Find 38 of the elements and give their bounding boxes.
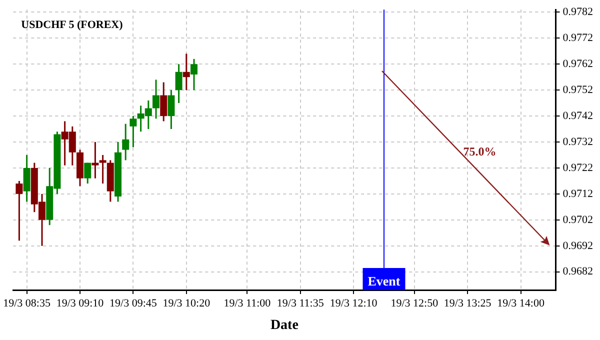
x-tick-label: 19/3 08:35 [3, 297, 51, 310]
candlestick [182, 52, 190, 91]
candlestick [190, 58, 198, 91]
y-tick-label: 0.9692 [562, 240, 593, 252]
y-tick-label: 0.9762 [562, 58, 593, 70]
candlestick [92, 141, 99, 180]
y-tick-label: 0.9702 [562, 214, 593, 226]
candlestick [130, 115, 137, 148]
x-tick-label: 19/3 10:20 [162, 297, 211, 310]
x-tick-label: 19/3 12:10 [330, 297, 378, 310]
y-tick-label: 0.9782 [562, 6, 593, 18]
y-tick-label: 0.9712 [562, 188, 593, 200]
y-tick-label: 0.9682 [562, 266, 593, 278]
candlestick [168, 89, 175, 130]
x-tick-label: 19/3 14:00 [497, 297, 545, 310]
y-tick-label: 0.9772 [562, 32, 593, 44]
annotation: 75.0% [463, 144, 496, 159]
candlestick [160, 82, 168, 122]
candlestick [175, 63, 182, 104]
x-tick-label: 19/3 11:00 [224, 297, 272, 310]
x-tick-label: 19/3 11:35 [276, 297, 324, 310]
ref-line-label: Event [368, 273, 401, 288]
candlestick [23, 154, 30, 202]
x-tick-label: 19/3 09:10 [56, 297, 104, 310]
candlestick [16, 180, 23, 242]
text: USDCHF 5 (FOREX) [21, 18, 124, 31]
y-tick-label: 0.9742 [562, 110, 593, 122]
candlestick [152, 78, 160, 120]
x-tick-label: 19/3 09:45 [110, 297, 158, 310]
x-tick-label: 19/3 13:25 [444, 297, 492, 310]
y-tick-label: 0.9732 [562, 136, 593, 148]
candlestick [84, 162, 92, 184]
candlestick [122, 123, 130, 161]
y-tick-label: 0.9722 [562, 162, 593, 174]
candlestick [99, 154, 106, 184]
x-axis-title: Date [270, 318, 298, 334]
y-tick-label: 0.9752 [562, 84, 593, 96]
x-tick-label: 19/3 12:50 [390, 297, 439, 310]
